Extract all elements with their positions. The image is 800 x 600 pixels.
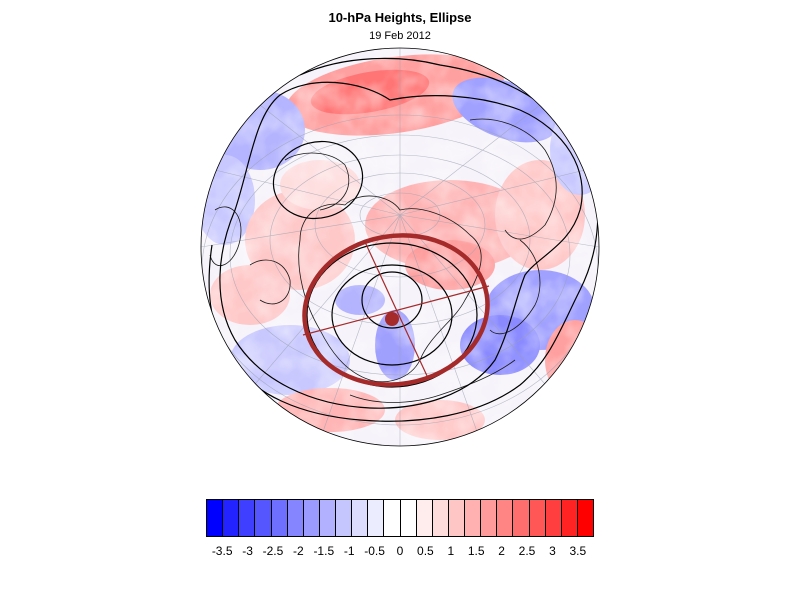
colorbar-tick-label: 3.5	[569, 544, 587, 558]
map-title: 10-hPa Heights, Ellipse	[328, 10, 472, 25]
colorbar-swatch	[319, 500, 336, 536]
colorbar-swatch	[577, 500, 593, 536]
colorbar-tick-label: 3	[549, 544, 556, 558]
globe	[201, 48, 599, 446]
ellipse-center-marker	[385, 312, 399, 326]
colorbar-swatch	[497, 500, 514, 536]
colorbar-swatch	[400, 500, 417, 536]
colorbar-swatch	[303, 500, 320, 536]
colorbar-swatch	[465, 500, 482, 536]
colorbar-tick-label: 2.5	[518, 544, 536, 558]
colorbar-swatch	[529, 500, 546, 536]
colorbar-tick-label: 2	[498, 544, 505, 558]
colorbar-swatch	[384, 500, 401, 536]
colorbar-tick-label: -1.5	[313, 544, 335, 558]
colorbar-swatch	[287, 500, 304, 536]
colorbar-swatch	[513, 500, 530, 536]
colorbar-tick-label: -1	[343, 544, 355, 558]
colorbar-tick-label: -0.5	[364, 544, 385, 558]
colorbar-tick-label: 0	[396, 544, 404, 558]
colorbar-swatch	[255, 500, 272, 536]
colorbar-swatch	[336, 500, 353, 536]
colorbar-tick-label: -2	[293, 544, 304, 558]
colorbar-swatch	[368, 500, 385, 536]
coastlines	[209, 118, 557, 403]
colorbar-swatch	[432, 500, 449, 536]
colorbar-tick-label: -3.5	[211, 544, 233, 558]
colorbar-labels: -3.5 -3 -2.5 -2 -1.5 -1 -0.5 0 0.5 1 1.5 2 2.5 3 3.5	[0, 544, 800, 564]
colorbar-swatch	[545, 500, 562, 536]
colorbar-tick-label: 1.5	[467, 544, 485, 558]
ellipse-axis-major	[302, 285, 490, 336]
colorbar-swatch	[223, 500, 240, 536]
colorbar-swatch	[481, 500, 498, 536]
map-date: 19 Feb 2012	[369, 30, 431, 42]
colorbar-tick-label: -3	[242, 544, 253, 558]
globe-outline	[200, 47, 600, 447]
colorbar-tick-label: -2.5	[262, 544, 284, 558]
ellipse-outline	[302, 233, 490, 387]
colorbar-swatch	[207, 500, 224, 536]
colorbar-swatch	[561, 500, 578, 536]
colorbar-swatch	[448, 500, 465, 536]
colorbar-swatch	[239, 500, 256, 536]
colorbar-swatch	[271, 500, 288, 536]
vortex-ellipse	[302, 233, 490, 387]
colorbar-swatch	[352, 500, 369, 536]
colorbar	[206, 499, 594, 537]
colorbar-tick-label: 1	[447, 544, 455, 558]
colorbar-swatch	[416, 500, 433, 536]
colorbar-tick-label: 0.5	[417, 544, 434, 558]
ellipse-axis-minor	[364, 241, 429, 379]
